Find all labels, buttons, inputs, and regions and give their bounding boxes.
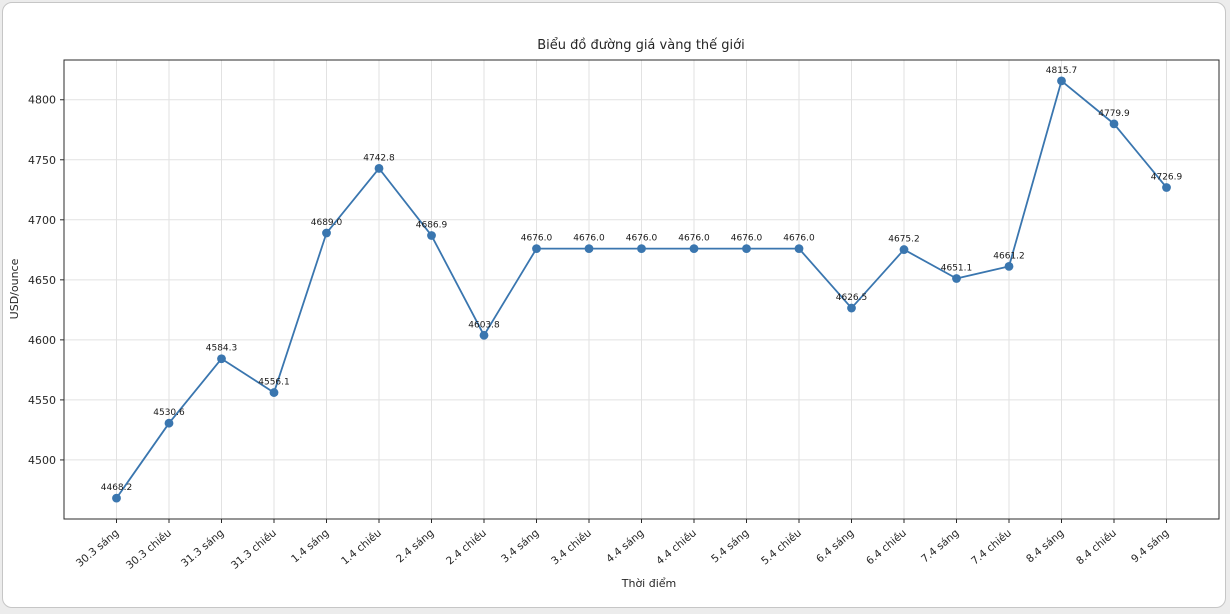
x-tick-label: 4.4 chiều: [654, 527, 699, 567]
data-point-label: 4468.2: [101, 483, 133, 493]
data-point-marker: [1109, 119, 1119, 129]
data-point-marker: [164, 418, 174, 428]
data-point-label: 4661.2: [993, 251, 1025, 261]
x-tick-label: 31.3 chiều: [229, 527, 279, 572]
data-point-marker: [532, 244, 541, 254]
data-point-label: 4676.0: [573, 234, 605, 244]
data-point-label: 4742.8: [363, 153, 395, 163]
y-tick-label: 4650: [28, 274, 56, 287]
y-axis-title: USD/ounce: [8, 258, 21, 319]
data-point-marker: [847, 303, 856, 313]
data-point-marker: [374, 164, 384, 173]
data-point-label: 4530.6: [153, 408, 185, 418]
data-point-label: 4726.9: [1151, 173, 1183, 183]
data-point-label: 4675.2: [888, 235, 920, 245]
data-point-marker: [952, 274, 961, 283]
data-point-label: 4556.1: [258, 378, 290, 388]
data-point-label: 4686.9: [416, 221, 448, 231]
plot-area: 4500 4550 4600 4650 4700 4750 4800 30.3 sáng 30.…: [28, 59, 1220, 572]
x-tick-label: 8.4 sáng: [1024, 527, 1066, 565]
x-tick-label: 9.4 sáng: [1129, 527, 1171, 565]
x-tick-label: 30.3 chiều: [124, 527, 174, 572]
x-tick-label: 5.4 chiều: [759, 527, 804, 567]
data-point-label: 4626.5: [836, 293, 868, 303]
data-point-label: 4676.0: [678, 234, 710, 244]
data-point-label: 4603.8: [468, 320, 500, 330]
data-point-marker: [269, 388, 279, 397]
x-tick-label: 7.4 sáng: [919, 527, 961, 565]
data-point-marker: [794, 244, 804, 254]
data-point-label: 4676.0: [783, 234, 815, 244]
x-tick-label: 1.4 sáng: [289, 527, 331, 565]
data-point-label: 4815.7: [1046, 66, 1078, 76]
data-point-marker: [427, 231, 436, 240]
x-tick-label: 8.4 chiều: [1074, 527, 1119, 567]
x-tick-label: 1.4 chiều: [339, 527, 384, 567]
x-tick-label: 2.4 sáng: [394, 527, 436, 565]
data-point-label: 4676.0: [731, 234, 763, 244]
x-tick-label: 4.4 sáng: [604, 527, 646, 565]
data-point-label: 4676.0: [626, 234, 658, 244]
data-point-marker: [112, 493, 121, 503]
x-tick-label: 30.3 sáng: [74, 527, 122, 570]
data-point-label: 4584.3: [206, 344, 238, 354]
data-point-marker: [322, 228, 331, 238]
data-point-marker: [742, 244, 751, 254]
data-point-label: 4676.0: [521, 234, 553, 244]
x-tick-label: 5.4 sáng: [709, 527, 751, 565]
chart-title: Biểu đồ đường giá vàng thế giới: [537, 38, 744, 53]
y-tick-label: 4750: [28, 154, 56, 167]
data-point-marker: [1162, 183, 1171, 192]
data-point-label: 4651.1: [941, 264, 973, 274]
y-tick-label: 4600: [28, 334, 56, 347]
x-tick-label: 6.4 sáng: [814, 527, 856, 565]
x-tick-label: 6.4 chiều: [864, 527, 909, 567]
data-point-marker: [899, 245, 909, 254]
data-point-marker: [1004, 261, 1014, 271]
x-tick-label: 3.4 chiều: [549, 527, 594, 567]
y-tick-label: 4500: [28, 454, 56, 467]
data-point-marker: [584, 244, 594, 254]
data-point-marker: [689, 244, 699, 254]
y-tick-label: 4800: [28, 94, 56, 107]
x-axis-title: Thời điểm: [621, 577, 677, 590]
y-tick-label: 4550: [28, 394, 56, 407]
x-tick-label: 7.4 chiều: [969, 527, 1014, 567]
data-point-label: 4689.0: [311, 218, 343, 228]
x-tick-label: 31.3 sáng: [179, 527, 227, 570]
data-point-marker: [637, 244, 646, 254]
data-point-marker: [479, 330, 489, 340]
x-tick-label: 3.4 sáng: [499, 527, 541, 565]
y-tick-label: 4700: [28, 214, 56, 227]
data-point-marker: [217, 354, 226, 364]
data-point-marker: [1057, 76, 1066, 86]
x-tick-label: 2.4 chiều: [444, 527, 489, 567]
data-point-label: 4779.9: [1098, 109, 1130, 119]
